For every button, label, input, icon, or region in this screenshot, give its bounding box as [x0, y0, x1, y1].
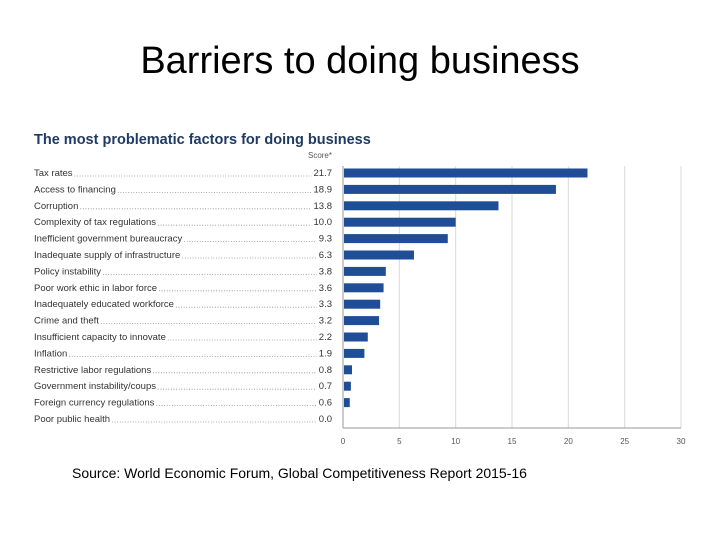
- value-label: 18.9: [314, 184, 333, 195]
- value-label: 2.2: [319, 332, 332, 343]
- value-label: 0.0: [319, 414, 332, 425]
- chart-title: The most problematic factors for doing b…: [34, 132, 371, 148]
- source-note: Source: World Economic Forum, Global Com…: [72, 465, 527, 481]
- value-label: 9.3: [319, 234, 332, 245]
- value-label: 0.8: [319, 365, 332, 376]
- bar: [344, 266, 386, 276]
- value-label: 3.3: [319, 299, 332, 310]
- bar: [344, 184, 556, 194]
- category-label: Corruption: [34, 201, 78, 212]
- bar: [344, 398, 350, 408]
- value-label: 3.2: [319, 316, 332, 327]
- category-label: Inadequately educated workforce: [34, 299, 174, 310]
- x-tick-label: 0: [341, 437, 346, 446]
- category-label: Policy instability: [34, 266, 101, 277]
- bar: [344, 316, 380, 326]
- x-tick-label: 15: [508, 437, 517, 446]
- value-label: 0.7: [319, 381, 332, 392]
- bar: [344, 250, 414, 260]
- category-label: Restrictive labor regulations: [34, 365, 151, 376]
- slide-title: Barriers to doing business: [140, 40, 580, 82]
- category-label: Poor public health: [34, 414, 110, 425]
- value-label: 6.3: [319, 250, 332, 261]
- bar: [344, 381, 351, 391]
- category-label: Access to financing: [34, 184, 116, 195]
- category-label: Insufficient capacity to innovate: [34, 332, 166, 343]
- category-label: Complexity of tax regulations: [34, 217, 156, 228]
- x-tick-label: 25: [620, 437, 629, 446]
- value-label: 21.7: [314, 168, 333, 179]
- x-tick-label: 10: [451, 437, 460, 446]
- bar: [344, 299, 381, 309]
- category-label: Crime and theft: [34, 316, 99, 327]
- bar: [344, 365, 353, 375]
- category-label: Inadequate supply of infrastructure: [34, 250, 180, 261]
- category-label: Foreign currency regulations: [34, 398, 155, 409]
- bar: [344, 348, 365, 358]
- value-label: 10.0: [314, 217, 333, 228]
- bar: [344, 168, 588, 178]
- category-label: Inefficient government bureaucracy: [34, 234, 182, 245]
- category-label: Tax rates: [34, 168, 73, 179]
- category-label: Poor work ethic in labor force: [34, 283, 157, 294]
- value-label: 13.8: [314, 201, 333, 212]
- value-label: 0.6: [319, 398, 332, 409]
- value-label: 3.8: [319, 266, 332, 277]
- bar: [344, 201, 499, 211]
- bar: [344, 332, 368, 342]
- value-label: 1.9: [319, 348, 332, 359]
- bar: [344, 283, 384, 293]
- x-tick-label: 5: [397, 437, 402, 446]
- score-label: Score*: [308, 151, 332, 160]
- x-tick-label: 20: [564, 437, 573, 446]
- value-label: 3.6: [319, 283, 332, 294]
- x-tick-label: 30: [677, 437, 686, 446]
- category-label: Inflation: [34, 348, 67, 359]
- bar: [344, 234, 448, 244]
- bar: [344, 217, 456, 227]
- category-label: Government instability/coups: [34, 381, 156, 392]
